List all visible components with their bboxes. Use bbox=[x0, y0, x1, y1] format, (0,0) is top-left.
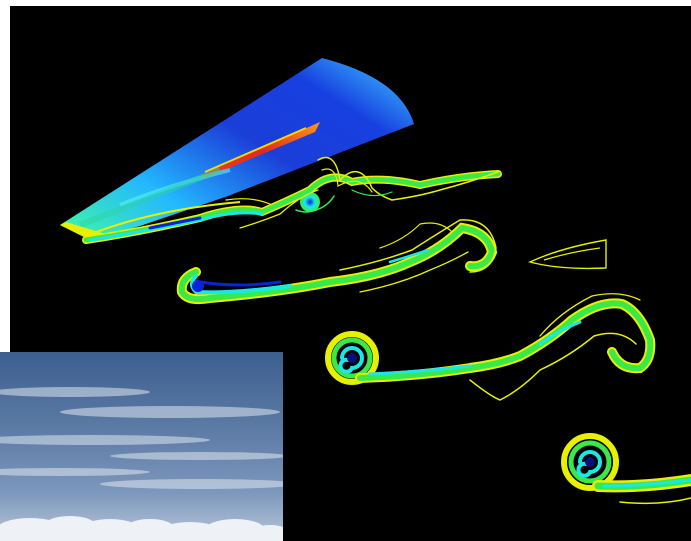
cumulus-clouds bbox=[0, 516, 283, 541]
sky-photo bbox=[0, 352, 283, 541]
wake-contour-detached bbox=[527, 239, 607, 270]
cloud-streaks bbox=[0, 387, 283, 489]
wake-slice-1 bbox=[82, 156, 502, 244]
wing-surface bbox=[60, 58, 414, 240]
top-margin bbox=[0, 0, 691, 6]
wake-slice-3 bbox=[325, 293, 656, 401]
left-margin bbox=[0, 0, 10, 352]
sky-background bbox=[0, 352, 283, 541]
wake-slice-2 bbox=[176, 219, 498, 305]
wake-slice-4 bbox=[561, 433, 691, 505]
